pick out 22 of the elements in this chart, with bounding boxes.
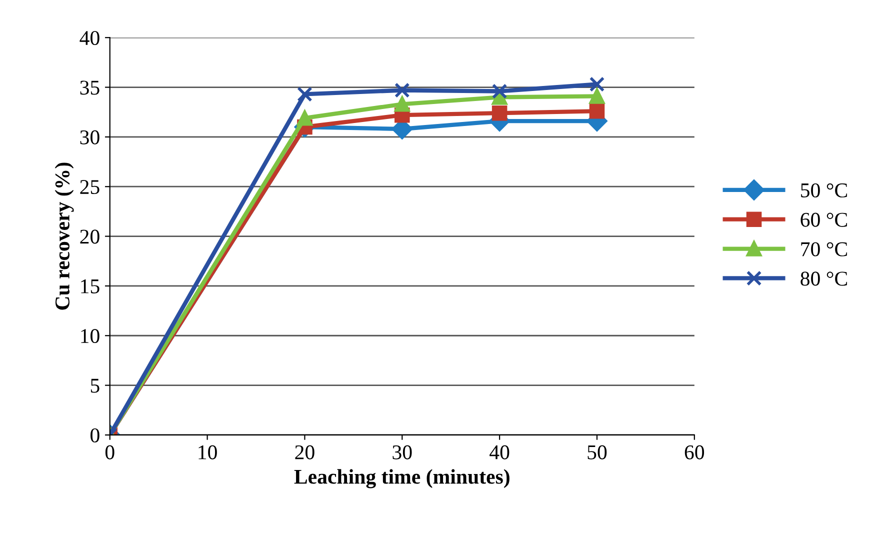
y-tick-label: 40 [80, 30, 100, 46]
x-tick-label: 0 [105, 445, 114, 460]
x-tick-label: 10 [198, 445, 217, 460]
legend-label: 50 °C [801, 183, 847, 198]
y-tick-label: 25 [80, 180, 100, 194]
y-tick-label: 15 [81, 279, 100, 294]
y-tick-label: 5 [90, 378, 100, 393]
x-tick-label: 20 [295, 445, 314, 460]
x-tick-label: 40 [490, 445, 510, 460]
y-tick-label: 30 [80, 130, 100, 144]
legend-label: 70 °C [801, 242, 847, 256]
x-tick-label: 30 [392, 445, 412, 460]
y-tick-label: 0 [90, 428, 100, 442]
x-axis-title: Leaching time (minutes) [294, 469, 510, 488]
y-axis-title: Cu recovery (%) [54, 162, 74, 310]
legend-label: 80 °C [800, 272, 847, 286]
y-tick-label: 20 [80, 230, 100, 244]
y-tick-label: 10 [81, 329, 100, 344]
x-tick-label: 50 [588, 445, 607, 460]
x-tick-label: 60 [684, 445, 704, 460]
y-tick-label: 35 [80, 80, 100, 95]
legend-label: 60 °C [800, 212, 847, 227]
